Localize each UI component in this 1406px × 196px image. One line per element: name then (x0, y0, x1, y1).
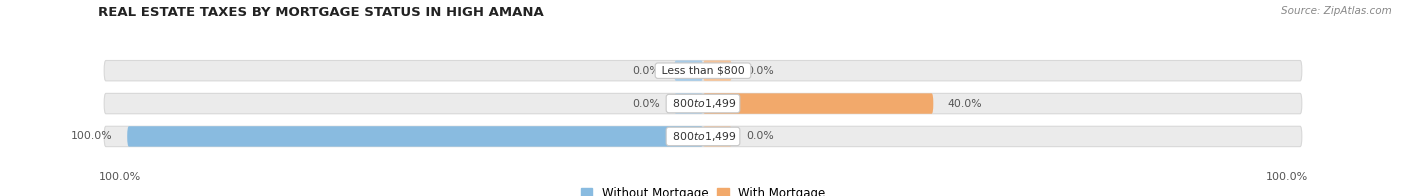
FancyBboxPatch shape (675, 93, 703, 114)
Text: 0.0%: 0.0% (747, 66, 773, 76)
Text: 0.0%: 0.0% (633, 66, 659, 76)
FancyBboxPatch shape (104, 126, 1302, 147)
FancyBboxPatch shape (703, 93, 934, 114)
FancyBboxPatch shape (104, 93, 1302, 114)
Text: Source: ZipAtlas.com: Source: ZipAtlas.com (1281, 6, 1392, 16)
Text: REAL ESTATE TAXES BY MORTGAGE STATUS IN HIGH AMANA: REAL ESTATE TAXES BY MORTGAGE STATUS IN … (98, 6, 544, 19)
FancyBboxPatch shape (104, 61, 1302, 81)
Text: 100.0%: 100.0% (1265, 172, 1308, 182)
Text: 0.0%: 0.0% (633, 99, 659, 109)
FancyBboxPatch shape (703, 126, 731, 147)
Text: 100.0%: 100.0% (72, 132, 112, 142)
Text: 100.0%: 100.0% (98, 172, 141, 182)
Text: $800 to $1,499: $800 to $1,499 (669, 130, 737, 143)
FancyBboxPatch shape (703, 61, 731, 81)
Text: $800 to $1,499: $800 to $1,499 (669, 97, 737, 110)
FancyBboxPatch shape (127, 126, 703, 147)
Text: Less than $800: Less than $800 (658, 66, 748, 76)
Text: 0.0%: 0.0% (747, 132, 773, 142)
Legend: Without Mortgage, With Mortgage: Without Mortgage, With Mortgage (581, 187, 825, 196)
FancyBboxPatch shape (675, 61, 703, 81)
Text: 40.0%: 40.0% (948, 99, 983, 109)
